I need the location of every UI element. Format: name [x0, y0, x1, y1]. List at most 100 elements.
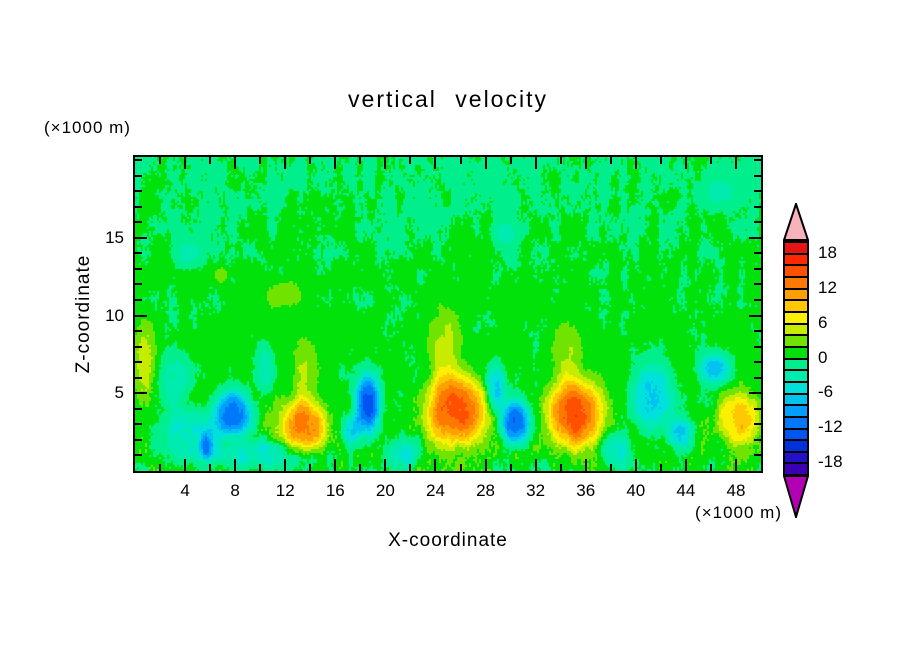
tick-mark — [754, 205, 761, 208]
tick-mark — [135, 361, 142, 364]
z-tick-label: 5 — [114, 383, 124, 403]
tick-mark — [534, 459, 537, 471]
tick-mark — [709, 157, 712, 164]
tick-mark — [184, 157, 187, 169]
colorbar-segment — [785, 404, 807, 416]
tick-mark — [135, 454, 142, 457]
tick-mark — [434, 459, 437, 471]
tick-mark — [484, 459, 487, 471]
tick-mark — [749, 314, 761, 317]
chart-title: vertical velocity — [348, 86, 548, 112]
tick-mark — [584, 459, 587, 471]
tick-mark — [484, 157, 487, 169]
x-tick-label: 8 — [230, 481, 240, 500]
tick-mark — [135, 438, 142, 441]
tick-mark — [135, 283, 142, 286]
tick-mark — [135, 236, 147, 239]
tick-mark — [334, 459, 337, 471]
colorbar-segment — [785, 450, 807, 463]
colorbar-over-arrow-icon — [783, 203, 809, 241]
tick-mark — [754, 407, 761, 410]
colorbar-segment — [785, 357, 807, 370]
tick-mark — [159, 464, 162, 471]
tick-mark — [754, 174, 761, 177]
tick-mark — [634, 157, 637, 169]
tick-mark — [135, 190, 142, 193]
tick-mark — [534, 157, 537, 169]
tick-mark — [284, 157, 287, 169]
tick-mark — [135, 205, 142, 208]
tick-mark — [754, 252, 761, 255]
colorbar-segment — [785, 380, 807, 393]
colorbar-tick-label: 18 — [818, 242, 837, 262]
tick-mark — [234, 157, 237, 169]
tick-mark — [754, 299, 761, 301]
colorbar-tick-label: -12 — [818, 417, 843, 437]
colorbar-segment — [785, 322, 807, 335]
tick-mark — [634, 459, 637, 471]
colorbar-segment — [785, 369, 807, 381]
x-tick-label: 40 — [626, 481, 646, 500]
tick-mark — [135, 407, 142, 410]
colorbar-tick-label: 0 — [818, 347, 828, 367]
colorbar-segment — [785, 310, 807, 323]
tick-mark — [135, 252, 142, 255]
colorbar-segment — [785, 252, 807, 265]
tick-mark — [684, 459, 687, 471]
tick-mark — [754, 361, 761, 364]
tick-mark — [209, 464, 212, 471]
colorbar-segment — [785, 243, 807, 253]
z-axis-units-label: (×1000 m) — [44, 118, 131, 137]
colorbar-segment — [785, 345, 807, 358]
tick-mark — [135, 299, 142, 301]
tick-mark — [359, 464, 362, 471]
tick-mark — [135, 376, 142, 379]
colorbar-segment — [785, 264, 807, 276]
tick-mark — [384, 157, 387, 169]
tick-mark — [749, 392, 761, 395]
tick-mark — [609, 157, 612, 164]
x-tick-label: 48 — [726, 481, 746, 500]
tick-mark — [754, 190, 761, 193]
colorbar-segment — [785, 462, 807, 475]
tick-mark — [359, 157, 362, 164]
tick-mark — [754, 221, 761, 224]
tick-mark — [459, 157, 462, 164]
tick-mark — [384, 459, 387, 471]
tick-mark — [754, 330, 761, 333]
colorbar-segment — [785, 439, 807, 451]
tick-mark — [559, 464, 562, 471]
tick-mark — [659, 157, 662, 164]
tick-mark — [135, 221, 142, 224]
plot-area — [133, 155, 763, 473]
x-tick-label: 4 — [180, 481, 190, 500]
tick-mark — [609, 464, 612, 471]
x-tick-label: 36 — [576, 481, 596, 500]
x-tick-label: 32 — [526, 481, 546, 500]
colorbar-tick-label: 6 — [818, 312, 828, 332]
tick-mark — [734, 157, 737, 169]
tick-mark — [509, 157, 512, 164]
tick-mark — [659, 464, 662, 471]
x-tick-label: 20 — [375, 481, 395, 500]
tick-mark — [259, 464, 262, 471]
tick-mark — [334, 157, 337, 169]
tick-mark — [135, 345, 142, 348]
tick-mark — [754, 159, 761, 162]
colorbar-segment — [785, 275, 807, 288]
colorbar-segment — [785, 415, 807, 428]
tick-mark — [754, 283, 761, 286]
tick-mark — [135, 174, 142, 177]
z-tick-label: 10 — [105, 305, 124, 325]
z-axis-title: Z-coordinate — [73, 254, 94, 374]
colorbar-segment — [785, 427, 807, 440]
tick-mark — [159, 157, 162, 164]
tick-mark — [135, 330, 142, 333]
colorbar-segment — [785, 334, 807, 346]
tick-mark — [135, 423, 142, 426]
tick-mark — [409, 157, 412, 164]
tick-mark — [584, 157, 587, 169]
x-tick-label: 24 — [426, 481, 445, 500]
tick-mark — [754, 267, 761, 270]
